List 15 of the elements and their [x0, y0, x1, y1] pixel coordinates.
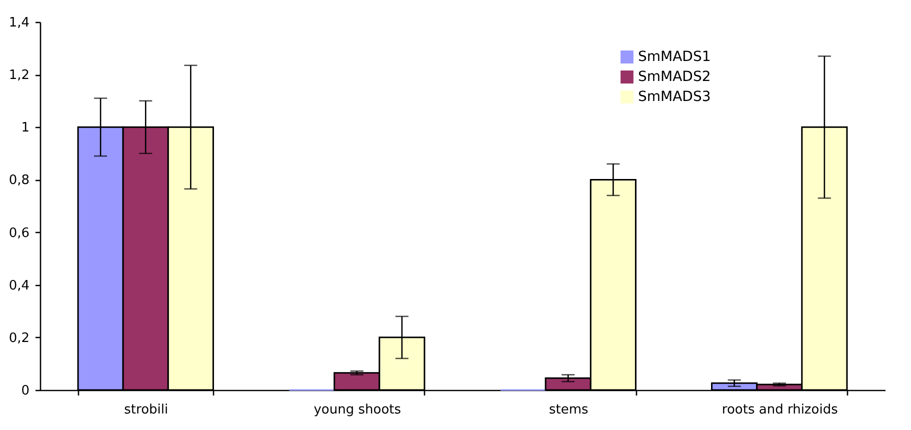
legend-label: SmMADS2	[638, 69, 711, 85]
y-tick-label: 1	[21, 120, 30, 136]
y-tick-label: 0,4	[8, 278, 30, 294]
x-tick-label: strobili	[124, 402, 168, 418]
y-tick-label: 0	[21, 384, 30, 398]
y-tick-label: 0,6	[8, 226, 30, 241]
y-tick-label: 1,4	[8, 16, 30, 30]
x-tick-label: young shoots	[314, 402, 402, 418]
y-tick-label: 0,2	[8, 330, 30, 346]
x-tick-label: stems	[548, 402, 588, 418]
y-tick-label: 0,8	[8, 173, 30, 188]
y-tick-label: 1,2	[8, 68, 30, 84]
legend-label: SmMADS3	[638, 89, 711, 105]
legend-label: SmMADS1	[638, 49, 711, 65]
x-tick-label: roots and rhizoids	[722, 402, 838, 418]
